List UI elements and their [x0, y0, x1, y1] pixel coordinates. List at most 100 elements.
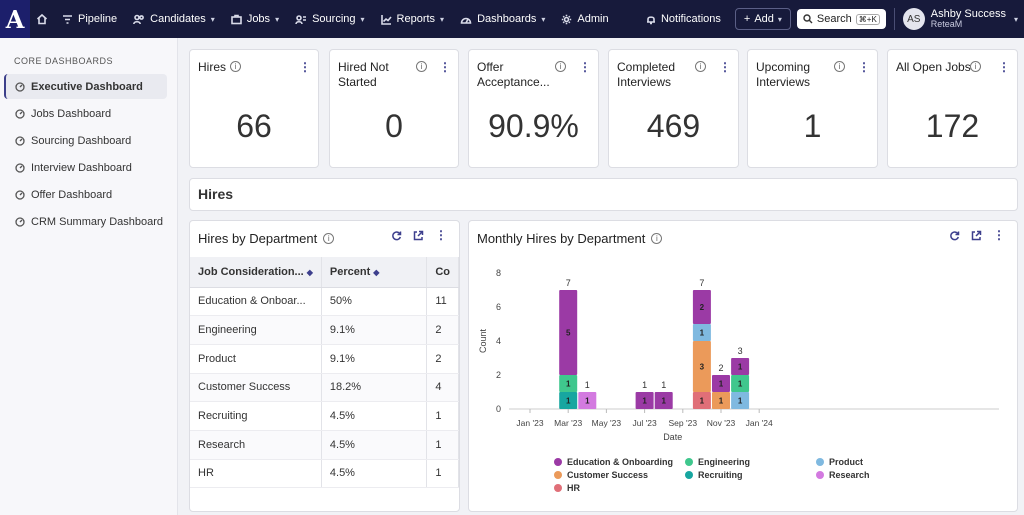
table-cell: 4 [426, 373, 459, 403]
x-tick-label: May '23 [592, 418, 622, 428]
more-options-icon[interactable]: ⋮ [858, 60, 870, 74]
info-icon[interactable]: i [695, 61, 706, 72]
sidebar-item-interview-dashboard[interactable]: Interview Dashboard [4, 155, 167, 180]
more-options-icon[interactable]: ⋮ [579, 60, 591, 74]
avatar[interactable]: AS [902, 8, 925, 30]
sidebar-item-sourcing-dashboard[interactable]: Sourcing Dashboard [4, 128, 167, 153]
gauge-icon [15, 135, 25, 146]
info-icon[interactable]: i [323, 233, 335, 244]
kpi-title: Hires [198, 60, 227, 74]
table-cell: 1 [426, 401, 459, 431]
monthly-hires-chart-panel: Monthly Hires by Department i ⋮ 0 2 4 6 8 Jan… [468, 220, 1018, 512]
nav-dashboards[interactable]: Dashboards ▾ [452, 0, 553, 38]
gauge-icon [15, 81, 25, 92]
sidebar-item-executive-dashboard[interactable]: Executive Dashboard [4, 74, 167, 99]
column-header-count[interactable]: Co [426, 257, 459, 288]
table-row[interactable]: HR 4.5% 1 [190, 459, 459, 489]
sidebar-item-jobs-dashboard[interactable]: Jobs Dashboard [4, 101, 167, 126]
add-button[interactable]: + Add ▾ [734, 8, 791, 30]
ashby-logo[interactable]: A [0, 0, 30, 38]
bar-segment [731, 392, 750, 409]
nav-admin[interactable]: Admin [553, 0, 616, 38]
more-options-icon[interactable]: ⋮ [719, 60, 731, 74]
panel-toolbar: ⋮ [391, 228, 447, 242]
stacked-bar-chart: 0 2 4 6 8 Jan '23 Mar '23 May '23 Jul '23 Sep '23… [478, 268, 999, 442]
section-header-hires: Hires [189, 178, 1018, 211]
nav-sourcing[interactable]: Sourcing ▾ [287, 0, 372, 38]
kpi-value: 90.9% [488, 108, 579, 144]
kpi-card-hires: Hires i ⋮ 66 [189, 49, 319, 168]
bar-segment [559, 375, 578, 392]
y-tick-label: 2 [496, 370, 501, 380]
legend-item[interactable]: Education & Onboarding [554, 457, 685, 467]
segment-value-label: 1 [661, 397, 666, 406]
nav-pipeline[interactable]: Pipeline [54, 0, 125, 38]
external-link-icon[interactable] [413, 230, 424, 241]
kpi-card-hired-not-started: Hired Not Started i ⋮ 0 [329, 49, 459, 168]
y-axis-label: Count [478, 329, 488, 354]
department-table: Job Consideration... ◆ Percent ◆ Co Educat… [190, 257, 459, 489]
more-options-icon[interactable]: ⋮ [435, 228, 447, 242]
bar-segment [692, 324, 711, 341]
legend-label: Engineering [698, 457, 751, 467]
table-cell: 50% [321, 287, 428, 317]
table-row[interactable]: Customer Success 18.2% 4 [190, 373, 459, 403]
legend-item[interactable]: Engineering [685, 457, 816, 467]
legend-item[interactable]: Product [816, 457, 886, 467]
divider [893, 8, 895, 30]
table-cell: 9.1% [321, 344, 428, 374]
sidebar-item-offer-dashboard[interactable]: Offer Dashboard [4, 182, 167, 207]
info-icon[interactable]: i [555, 61, 566, 72]
refresh-icon[interactable] [391, 230, 402, 241]
x-tick-label: Sep '23 [669, 418, 698, 428]
gauge-icon [15, 189, 25, 200]
more-options-icon[interactable]: ⋮ [993, 228, 1005, 242]
bar-segment [559, 392, 578, 409]
info-icon[interactable]: i [230, 61, 241, 72]
segment-value-label: 1 [738, 363, 743, 372]
kpi-card-completed-interviews: Completed Interviews i ⋮ 469 [608, 49, 739, 168]
home-button[interactable] [30, 0, 54, 38]
legend-item[interactable]: Research [816, 470, 886, 480]
x-axis-label: Date [663, 432, 682, 442]
notifications-button[interactable]: Notifications [638, 0, 729, 38]
legend-item[interactable]: HR [554, 483, 685, 493]
more-options-icon[interactable]: ⋮ [299, 60, 311, 74]
nav-candidates[interactable]: Candidates ▾ [125, 0, 223, 38]
info-icon[interactable]: i [416, 61, 427, 72]
more-options-icon[interactable]: ⋮ [998, 60, 1010, 74]
external-link-icon[interactable] [971, 230, 982, 241]
filter-icon [63, 14, 72, 24]
kpi-value: 469 [646, 108, 701, 144]
legend-item[interactable]: Recruiting [685, 470, 816, 480]
nav-reports[interactable]: Reports ▾ [373, 0, 453, 38]
segment-value-label: 1 [719, 380, 724, 389]
chevron-down-icon[interactable]: ▾ [1013, 14, 1018, 24]
info-icon[interactable]: i [651, 233, 663, 244]
legend-label: Research [829, 470, 870, 480]
search-button[interactable]: Search ⌘+K [796, 9, 886, 29]
more-options-icon[interactable]: ⋮ [439, 60, 451, 74]
column-header-department[interactable]: Job Consideration... ◆ [190, 257, 322, 288]
user-menu[interactable]: Ashby Success ReteaM [931, 8, 1006, 30]
info-icon[interactable]: i [970, 61, 981, 72]
sort-icon[interactable]: ◆ [306, 267, 313, 277]
column-header-percent[interactable]: Percent ◆ [321, 257, 428, 288]
sidebar-item-crm-summary-dashboard[interactable]: CRM Summary Dashboard [4, 209, 167, 234]
table-row[interactable]: Product 9.1% 2 [190, 344, 459, 374]
sort-icon[interactable]: ◆ [373, 267, 380, 277]
table-row[interactable]: Research 4.5% 1 [190, 430, 459, 460]
segment-value-label: 1 [719, 397, 724, 406]
nav-jobs[interactable]: Jobs ▾ [223, 0, 287, 38]
refresh-icon[interactable] [949, 230, 960, 241]
table-row[interactable]: Engineering 9.1% 2 [190, 315, 459, 345]
legend-item[interactable]: Customer Success [554, 470, 685, 480]
info-icon[interactable]: i [834, 61, 845, 72]
bar-total-label: 7 [566, 278, 571, 288]
kpi-title: Offer Acceptance... [477, 60, 550, 89]
segment-value-label: 3 [700, 363, 705, 372]
table-row[interactable]: Recruiting 4.5% 1 [190, 401, 459, 431]
table-row[interactable]: Education & Onboar... 50% 11 [190, 287, 459, 317]
bar-total-label: 2 [718, 363, 723, 373]
nav-admin-label: Admin [577, 13, 609, 25]
